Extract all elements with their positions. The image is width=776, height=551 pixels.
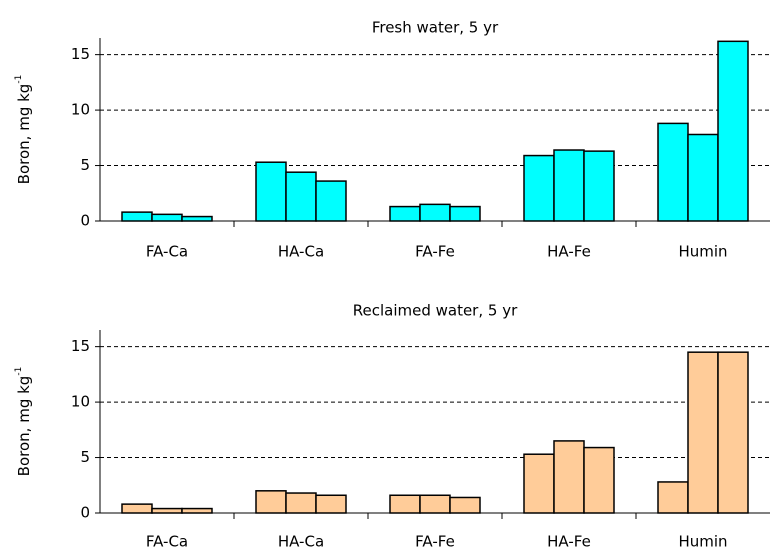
bar	[181, 215, 213, 222]
x-tick-label: HA-Ca	[278, 243, 324, 261]
bar	[285, 171, 317, 222]
x-tick-label: FA-Fe	[415, 243, 455, 261]
y-tick-label: 10	[71, 393, 90, 411]
bar	[315, 180, 347, 222]
y-axis-label-superscript: -1	[14, 367, 24, 376]
bar	[449, 205, 481, 222]
x-tick-label: HA-Fe	[547, 243, 591, 261]
bar	[687, 133, 719, 222]
bar	[419, 494, 451, 514]
bar	[523, 453, 555, 514]
bar	[181, 507, 213, 514]
bar	[717, 40, 749, 222]
bar	[687, 351, 719, 514]
y-tick-label: 0	[80, 504, 90, 522]
bar	[121, 503, 153, 514]
x-tick-label: HA-Fe	[547, 533, 591, 551]
chart-title: Fresh water, 5 yr	[372, 19, 499, 37]
x-tick-label: FA-Ca	[146, 243, 188, 261]
y-axis-label: Boron, mg kg-1	[14, 75, 33, 185]
bar	[389, 494, 421, 514]
chart-title: Reclaimed water, 5 yr	[353, 302, 518, 320]
bar	[419, 203, 451, 222]
y-tick-label: 5	[80, 156, 90, 174]
y-axis-label-superscript: -1	[14, 75, 24, 84]
y-tick-label: 15	[71, 45, 90, 63]
y-axis-label-text: Boron, mg kg	[15, 84, 33, 185]
bar	[315, 494, 347, 514]
bar	[151, 507, 183, 514]
y-tick-label: 10	[71, 101, 90, 119]
bar	[583, 446, 615, 514]
bar	[121, 211, 153, 222]
bar	[657, 122, 689, 222]
y-axis-label: Boron, mg kg-1	[14, 367, 33, 477]
y-tick-label: 15	[71, 337, 90, 355]
bar	[553, 440, 585, 514]
y-tick-label: 5	[80, 448, 90, 466]
bar	[583, 150, 615, 222]
bar	[523, 154, 555, 222]
y-axis-label-text: Boron, mg kg	[15, 376, 33, 477]
y-tick-label: 0	[80, 212, 90, 230]
bar	[657, 481, 689, 514]
x-tick-label: FA-Ca	[146, 533, 188, 551]
x-tick-label: Humin	[678, 243, 727, 261]
bar	[255, 490, 287, 514]
x-tick-label: FA-Fe	[415, 533, 455, 551]
x-tick-label: HA-Ca	[278, 533, 324, 551]
x-tick-label: Humin	[678, 533, 727, 551]
bar	[553, 149, 585, 222]
bar	[389, 205, 421, 222]
bar	[285, 492, 317, 514]
bar	[151, 213, 183, 222]
bar	[255, 161, 287, 222]
bar	[449, 496, 481, 514]
bar	[717, 351, 749, 514]
